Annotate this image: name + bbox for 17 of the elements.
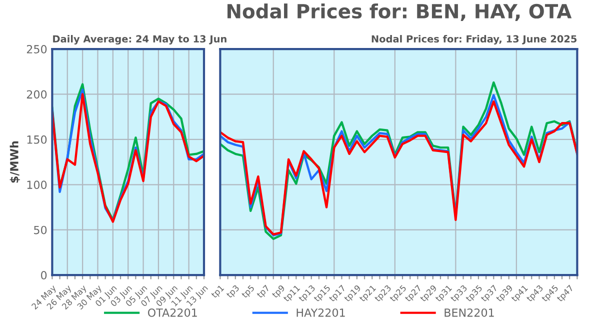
y-tick-label: 50 [34,226,47,234]
x-tick-label: tp1 [210,284,226,300]
legend-label: HAY2201 [296,308,345,317]
x-tick-label: tp7 [256,284,271,300]
y-tick-label: 250 [26,44,47,54]
y-tick-label: 150 [27,135,47,144]
x-tick-label: tp3 [226,284,241,300]
y-tick-label: 0 [41,271,47,280]
chart-subtitle: Daily Average: 24 May to 13 Jun [53,35,226,44]
legend-label: BEN2201 [444,308,494,317]
y-tick-label: 200 [26,90,47,99]
y-axis-title: $/MWh [10,141,20,183]
chart-title: Nodal Prices for: BEN, HAY, OTA [228,4,572,22]
y-tick-label: 100 [27,180,47,190]
chart-subtitle: Nodal Prices for: Friday, 13 June 2025 [372,35,577,44]
legend-label: OTA2201 [148,308,197,317]
x-tick-label: tp5 [241,284,256,300]
